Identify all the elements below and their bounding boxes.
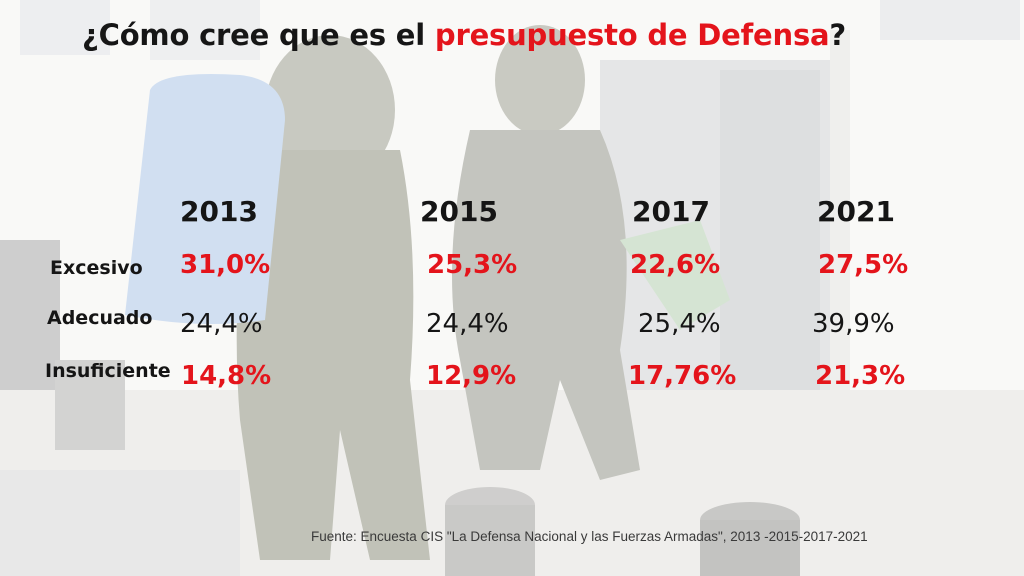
value-cell: 17,76% [628, 361, 737, 391]
value-cell: 39,9% [812, 309, 895, 339]
title-highlight: presupuesto de Defensa [434, 18, 830, 52]
title-prefix: ¿Cómo cree que es el [82, 18, 435, 52]
year-header: 2015 [420, 195, 498, 228]
source-note: Fuente: Encuesta CIS "La Defensa Naciona… [311, 529, 868, 544]
row-label-excesivo: Excesivo [50, 257, 143, 279]
value-cell: 24,4% [426, 309, 509, 339]
value-cell: 27,5% [818, 250, 909, 280]
year-header: 2013 [180, 195, 258, 228]
row-label-insuficiente: Insuficiente [45, 360, 171, 382]
page-title: ¿Cómo cree que es el presupuesto de Defe… [82, 18, 846, 52]
value-cell: 22,6% [630, 250, 721, 280]
value-cell: 21,3% [815, 361, 906, 391]
row-label-adecuado: Adecuado [47, 307, 153, 329]
value-cell: 25,4% [638, 309, 721, 339]
value-cell: 12,9% [426, 361, 517, 391]
year-header: 2021 [817, 195, 895, 228]
value-cell: 24,4% [180, 309, 263, 339]
value-cell: 25,3% [427, 250, 518, 280]
value-cell: 31,0% [180, 250, 271, 280]
title-suffix: ? [829, 18, 847, 52]
year-header: 2017 [632, 195, 710, 228]
value-cell: 14,8% [181, 361, 272, 391]
